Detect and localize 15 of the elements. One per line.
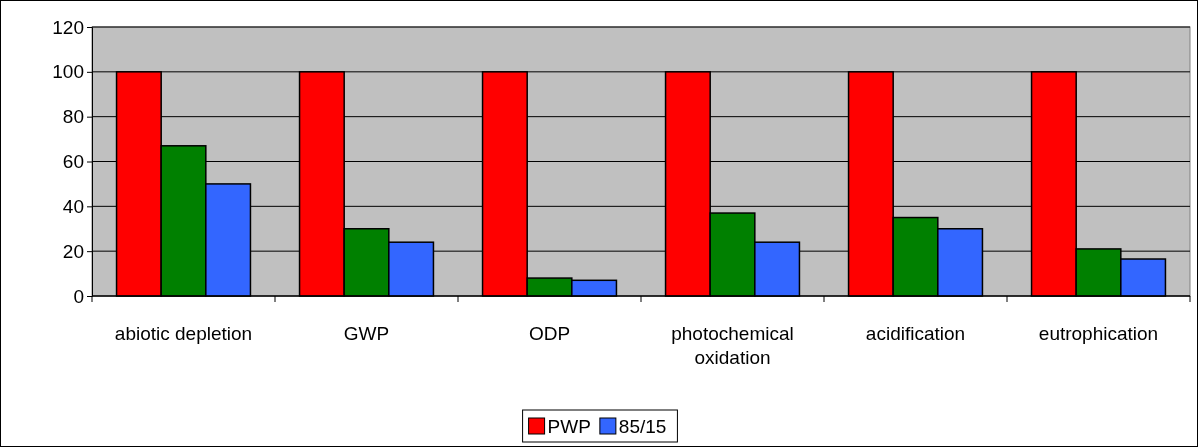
legend-label: PWP — [547, 416, 591, 437]
x-tick-label: photochemical oxidation — [671, 323, 794, 368]
x-tick-label: acidification — [865, 323, 966, 344]
y-tick-label: 80 — [62, 106, 84, 128]
y-tick-label: 20 — [62, 240, 84, 262]
y-tick-label: 100 — [52, 61, 84, 83]
x-tick-label: abiotic depletion — [114, 323, 253, 344]
y-tick-label: 60 — [62, 151, 84, 173]
x-tick-label: ODP — [528, 323, 571, 344]
y-tick-label: 0 — [73, 285, 84, 307]
y-tick-label: 40 — [62, 195, 84, 217]
legend-label: 85/15 — [618, 416, 667, 437]
x-tick-label: GWP — [343, 323, 390, 344]
x-tick-label: eutrophication — [1038, 323, 1159, 344]
y-tick-label: 120 — [52, 16, 84, 38]
